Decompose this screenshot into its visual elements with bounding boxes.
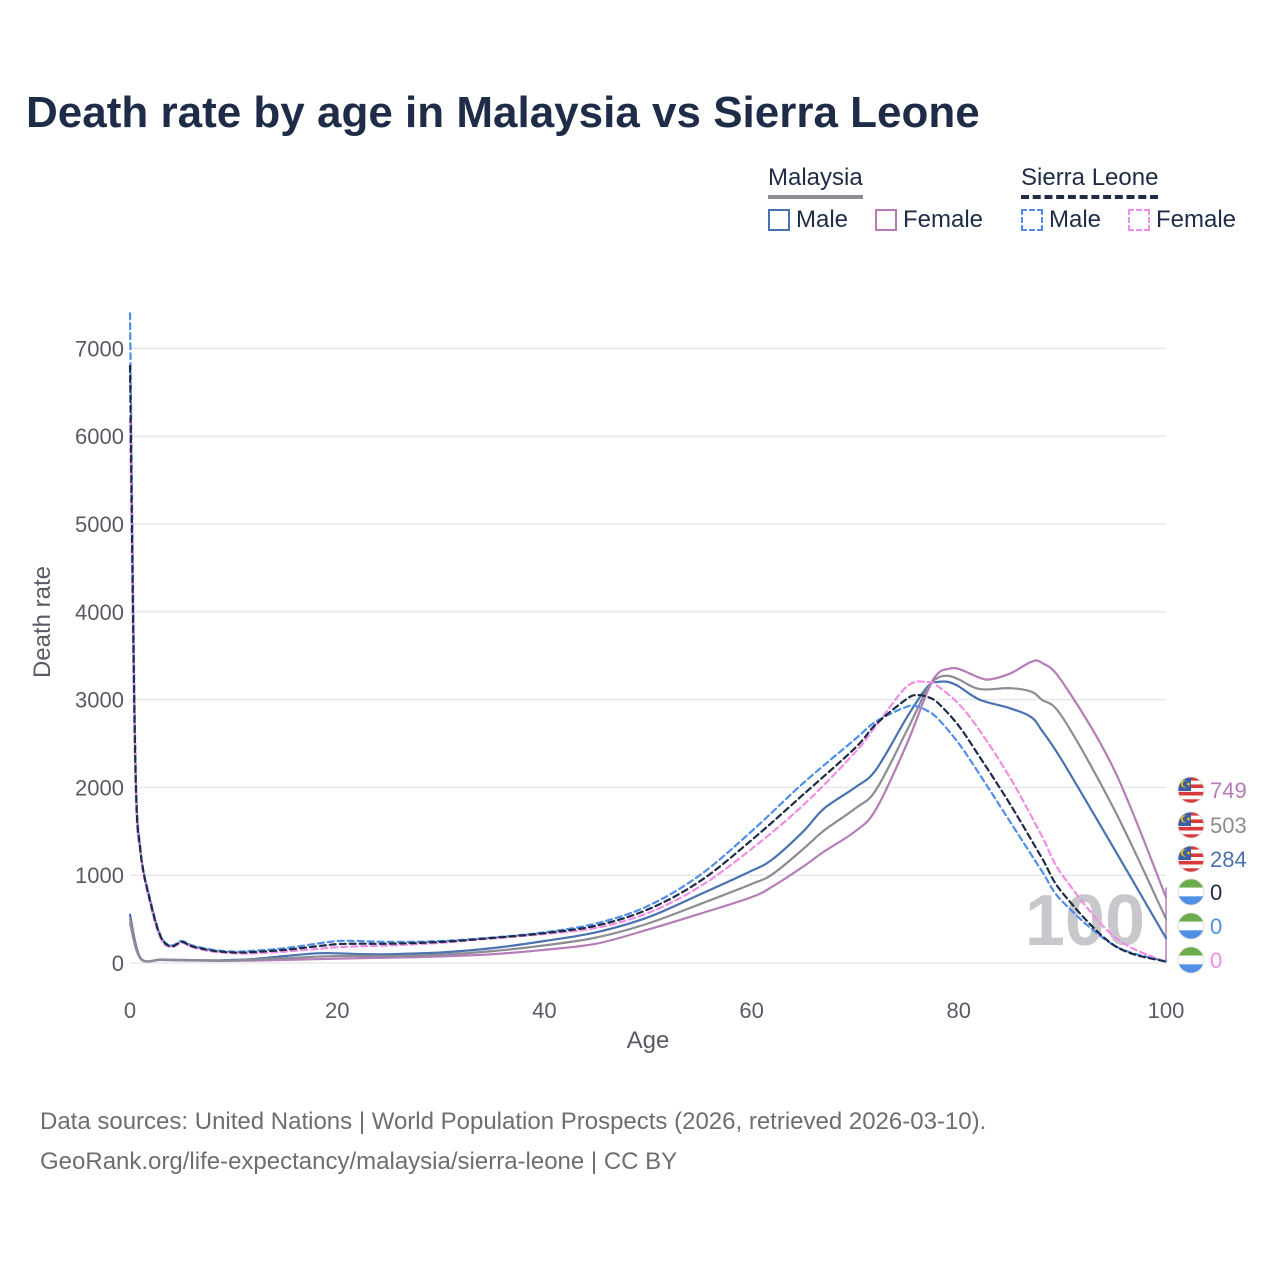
malaysia-flag-icon bbox=[1177, 845, 1205, 873]
y-tick-label: 0 bbox=[112, 951, 124, 976]
y-tick-label: 3000 bbox=[75, 688, 124, 713]
legend-label-sierra-leone-male: Male bbox=[1049, 206, 1102, 233]
series-line-sierra-male[interactable] bbox=[128, 312, 1168, 963]
legend-swatch-sierra-leone-male bbox=[1021, 209, 1043, 231]
chart-title: Death rate by age in Malaysia vs Sierra … bbox=[26, 88, 980, 137]
legend-group-sierra-leone[interactable]: Sierra Leone bbox=[1021, 164, 1159, 199]
source-line-1: Data sources: United Nations | World Pop… bbox=[40, 1108, 987, 1135]
y-tick-label: 6000 bbox=[75, 424, 124, 449]
x-tick-label: 60 bbox=[739, 998, 763, 1023]
end-label-value: 284 bbox=[1210, 847, 1247, 872]
malaysia-flag-icon bbox=[1177, 776, 1205, 804]
legend-label-sierra-leone-female: Female bbox=[1156, 206, 1237, 233]
sierra-leone-flag-icon bbox=[1177, 912, 1205, 940]
malaysia-flag-icon bbox=[1177, 811, 1205, 839]
series-line-malaysia-total[interactable] bbox=[128, 674, 1168, 963]
y-tick-label: 1000 bbox=[75, 863, 124, 888]
legend-item-malaysia-male[interactable]: Male bbox=[768, 206, 848, 234]
sierra-leone-flag-icon bbox=[1177, 946, 1205, 974]
legend-item-malaysia-female[interactable]: Female bbox=[875, 206, 983, 234]
end-label-value: 0 bbox=[1210, 914, 1222, 939]
legend-group-malaysia[interactable]: Malaysia bbox=[768, 164, 863, 199]
x-tick-label: 20 bbox=[325, 998, 349, 1023]
legend-swatch-malaysia-male bbox=[768, 209, 790, 231]
series-line-sierra-female[interactable] bbox=[128, 417, 1168, 964]
y-axis-label: Death rate bbox=[29, 566, 56, 678]
source-line-2[interactable]: GeoRank.org/life-expectancy/malaysia/sie… bbox=[40, 1148, 678, 1175]
y-tick-label: 5000 bbox=[75, 512, 124, 537]
end-label-value: 749 bbox=[1210, 778, 1247, 803]
legend-swatch-sierra-leone-female bbox=[1128, 209, 1150, 231]
y-tick-label: 7000 bbox=[75, 336, 124, 361]
series-line-sierra-total[interactable] bbox=[128, 364, 1168, 963]
end-label-value: 0 bbox=[1210, 948, 1222, 973]
x-tick-label: 0 bbox=[124, 998, 136, 1023]
legend-item-sierra-leone-male[interactable]: Male bbox=[1021, 206, 1101, 234]
end-label-value: 503 bbox=[1210, 813, 1247, 838]
sierra-leone-flag-icon bbox=[1177, 878, 1205, 906]
x-axis: 0 20 40 60 80 100 bbox=[124, 998, 1184, 1023]
y-axis: 0 1000 2000 3000 4000 5000 6000 7000 bbox=[75, 336, 124, 976]
series-lines bbox=[128, 312, 1168, 964]
age-watermark: 100 bbox=[1025, 881, 1145, 961]
end-labels: 749 503 284 0 0 0 bbox=[1177, 776, 1247, 974]
legend-item-sierra-leone-female[interactable]: Female bbox=[1128, 206, 1236, 234]
x-axis-label: Age bbox=[627, 1027, 670, 1054]
x-tick-label: 40 bbox=[532, 998, 556, 1023]
x-tick-label: 80 bbox=[947, 998, 971, 1023]
y-tick-label: 2000 bbox=[75, 775, 124, 800]
x-tick-label: 100 bbox=[1148, 998, 1185, 1023]
y-tick-label: 4000 bbox=[75, 600, 124, 625]
end-label-value: 0 bbox=[1210, 880, 1222, 905]
legend-label-malaysia-female: Female bbox=[903, 206, 984, 233]
series-line-malaysia-female[interactable] bbox=[128, 659, 1168, 963]
legend-swatch-malaysia-female bbox=[875, 209, 897, 231]
legend-label-malaysia-male: Male bbox=[796, 206, 849, 233]
gridlines bbox=[130, 347, 1167, 964]
